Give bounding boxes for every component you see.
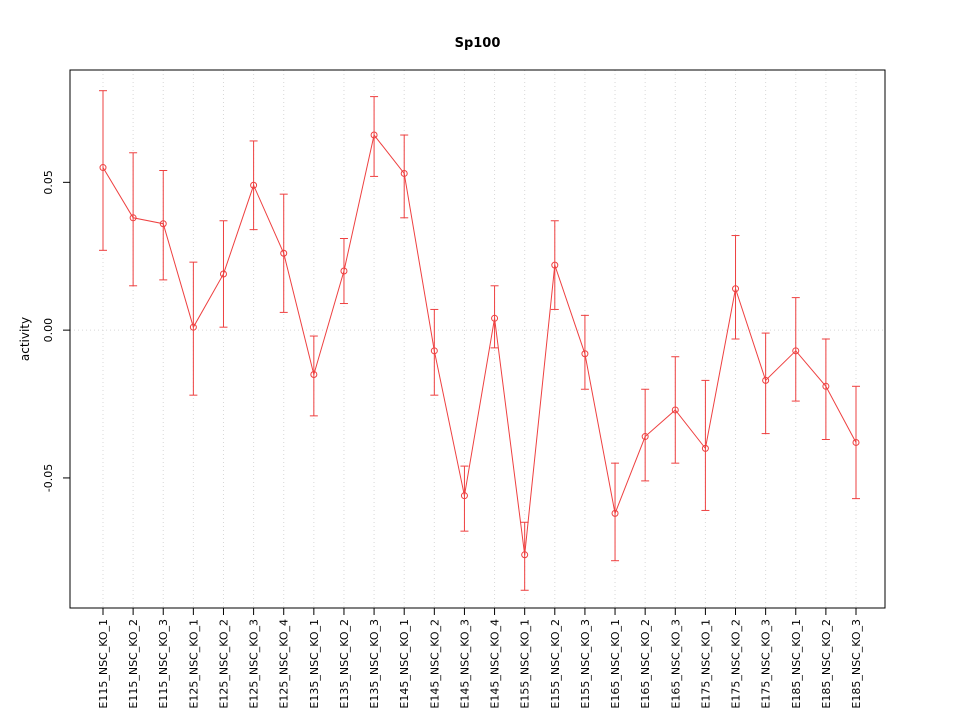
data-point [701, 444, 709, 452]
data-point [280, 249, 288, 257]
data-point [852, 438, 860, 446]
data-point [430, 347, 438, 355]
data-point [250, 181, 258, 189]
series-line [102, 133, 857, 555]
x-tick-label: E165_NSC_KO_3 [669, 619, 682, 709]
data-point [219, 270, 227, 278]
x-tick-label: E125_NSC_KO_2 [217, 619, 230, 709]
data-point [822, 382, 830, 390]
x-tick-label: E115_NSC_KO_2 [127, 619, 140, 709]
x-tick-label: E115_NSC_KO_3 [157, 619, 170, 709]
chart-title: Sp100 [454, 36, 501, 51]
x-tick-label: E175_NSC_KO_3 [760, 619, 773, 709]
x-tick-label: E135_NSC_KO_1 [308, 619, 321, 709]
data-point [340, 267, 348, 275]
data-point [581, 350, 589, 358]
data-point [521, 551, 529, 559]
data-point [611, 509, 619, 517]
data-point [491, 314, 499, 322]
x-tick-label: E185_NSC_KO_2 [820, 619, 833, 709]
x-tick-label: E175_NSC_KO_1 [699, 619, 712, 709]
x-tick-label: E185_NSC_KO_1 [790, 619, 803, 709]
x-tick-label: E155_NSC_KO_2 [549, 619, 562, 709]
data-point [129, 214, 137, 222]
data-point [792, 347, 800, 355]
data-point [310, 370, 318, 378]
data-point [732, 285, 740, 293]
x-tick-label: E135_NSC_KO_2 [338, 619, 351, 709]
data-point [370, 131, 378, 139]
x-tick-label: E125_NSC_KO_3 [248, 619, 261, 709]
x-tick-label: E155_NSC_KO_1 [519, 619, 532, 709]
data-point [189, 323, 197, 331]
x-tick-label: E175_NSC_KO_2 [730, 619, 743, 709]
data-point [159, 220, 167, 228]
data-point [762, 376, 770, 384]
plot-box [69, 69, 886, 609]
x-tick-label: E135_NSC_KO_3 [368, 619, 381, 709]
data-point [641, 433, 649, 441]
data-point [99, 164, 107, 172]
x-tick-label: E145_NSC_KO_3 [458, 619, 471, 709]
y-tick-label: 0.00 [42, 318, 55, 343]
data-point [460, 492, 468, 500]
x-tick-label: E145_NSC_KO_4 [489, 619, 502, 709]
x-tick-label: E115_NSC_KO_1 [97, 619, 110, 709]
x-tick-label: E125_NSC_KO_4 [278, 619, 291, 709]
x-tick-label: E155_NSC_KO_3 [579, 619, 592, 709]
x-tick-label: E145_NSC_KO_1 [398, 619, 411, 709]
x-tick-label: E185_NSC_KO_3 [850, 619, 863, 709]
x-tick-label: E125_NSC_KO_1 [187, 619, 200, 709]
data-point [400, 169, 408, 177]
x-tick-label: E165_NSC_KO_2 [639, 619, 652, 709]
y-tick-label: -0.05 [42, 464, 55, 492]
x-tick-label: E145_NSC_KO_2 [428, 619, 441, 709]
y-tick-label: 0.05 [42, 170, 55, 195]
x-tick-label: E165_NSC_KO_1 [609, 619, 622, 709]
data-point [671, 406, 679, 414]
data-point [551, 261, 559, 269]
